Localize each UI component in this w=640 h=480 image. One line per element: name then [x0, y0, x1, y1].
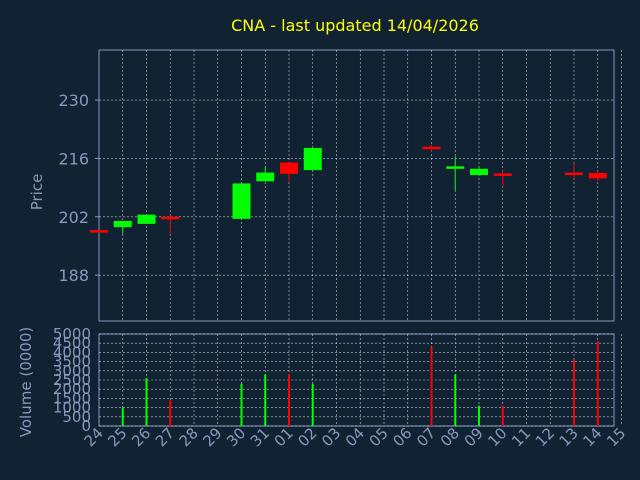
- candle-body: [161, 216, 180, 220]
- day-tick-label: 11: [508, 424, 534, 450]
- candle-body: [137, 214, 156, 224]
- price-tick-label: 230: [58, 91, 89, 110]
- day-tick-label: 15: [603, 424, 629, 450]
- candle-body: [565, 172, 583, 176]
- candle: [137, 214, 156, 224]
- volume-axis-label: Volume (0000): [17, 327, 35, 437]
- volume-bar: [454, 374, 457, 426]
- volume-bar: [145, 378, 148, 426]
- day-tick-label: 01: [271, 424, 297, 450]
- volume-tick-label: 500: [62, 408, 91, 426]
- candle-body: [588, 172, 607, 179]
- day-tick-label: 07: [413, 424, 439, 450]
- candle: [470, 166, 488, 176]
- candle-body: [256, 172, 275, 182]
- volume-tick-label: 2500: [53, 371, 91, 389]
- price-axis-label: Price: [28, 174, 46, 211]
- day-tick-label: 12: [532, 424, 558, 450]
- volume-bar: [240, 383, 243, 426]
- price-tick-label: 188: [58, 266, 89, 285]
- price-tick-label: 202: [58, 208, 89, 227]
- volume-tick-label: 4500: [53, 334, 91, 352]
- candle: [565, 163, 583, 179]
- day-tick-label: 28: [176, 424, 202, 450]
- day-tick-label: 30: [223, 424, 249, 450]
- day-tick-label: 02: [294, 424, 320, 450]
- volume-bar: [288, 374, 290, 426]
- day-tick-label: 03: [318, 424, 344, 450]
- volume-tick-label: 3500: [53, 353, 91, 371]
- day-tick-label: 13: [556, 424, 582, 450]
- candle: [588, 170, 607, 182]
- candle: [256, 167, 275, 182]
- price-panel: 188 202 216 230: [58, 49, 622, 322]
- candle: [422, 144, 441, 152]
- candle: [280, 162, 298, 182]
- day-tick-label: 05: [366, 424, 392, 450]
- day-tick-label: 29: [199, 424, 225, 450]
- candle: [493, 170, 512, 187]
- volume-bar: [169, 400, 172, 426]
- candle: [90, 230, 108, 233]
- candle-body: [90, 230, 108, 233]
- volume-tick-label: 3000: [53, 362, 91, 380]
- candle-body: [113, 220, 132, 228]
- day-tick-label: 14: [579, 424, 605, 450]
- volume-tick-label: 2000: [53, 380, 91, 398]
- day-tick-label: 09: [461, 424, 487, 450]
- volume-bar: [264, 374, 267, 426]
- candle-body: [446, 166, 465, 169]
- volume-bar: [573, 359, 575, 426]
- candle: [303, 147, 322, 172]
- candle-body: [493, 173, 512, 176]
- day-tick-label: 31: [247, 424, 273, 450]
- candle-body: [470, 168, 488, 176]
- day-tick-label: 04: [342, 424, 368, 450]
- volume-tick-label: 1500: [53, 389, 91, 407]
- volume-tick-label: 0: [81, 417, 91, 435]
- volume-tick-label: 5000: [53, 325, 91, 343]
- candle-body: [422, 146, 441, 150]
- volume-bar: [596, 341, 599, 426]
- candle: [161, 215, 180, 235]
- volume-bar: [121, 407, 124, 426]
- day-axis-label: Day: [334, 459, 362, 475]
- candle: [446, 156, 465, 191]
- volume-bar: [430, 346, 433, 426]
- day-tick-label: 06: [389, 424, 415, 450]
- chart-title: CNA - last updated 14/04/2026: [231, 16, 479, 35]
- day-tick-label: 27: [152, 424, 178, 450]
- candle: [113, 220, 132, 234]
- volume-bar: [478, 405, 480, 426]
- day-tick-label: 26: [128, 424, 154, 450]
- day-tick-label: 10: [484, 424, 510, 450]
- candle-body: [232, 183, 251, 219]
- volume-bar: [311, 383, 314, 426]
- day-tick-label: 08: [437, 424, 463, 450]
- candle-body: [303, 147, 322, 171]
- day-tick-label: 25: [104, 424, 130, 450]
- candle-body: [280, 162, 298, 174]
- volume-bar: [501, 405, 504, 426]
- candle: [232, 183, 251, 220]
- volume-tick-label: 1000: [53, 399, 91, 417]
- volume-panel: 0500100015002000250030003500400045005000…: [53, 325, 630, 450]
- price-tick-label: 216: [58, 149, 89, 168]
- price-plot-frame: [98, 49, 615, 322]
- volume-tick-label: 4000: [53, 343, 91, 361]
